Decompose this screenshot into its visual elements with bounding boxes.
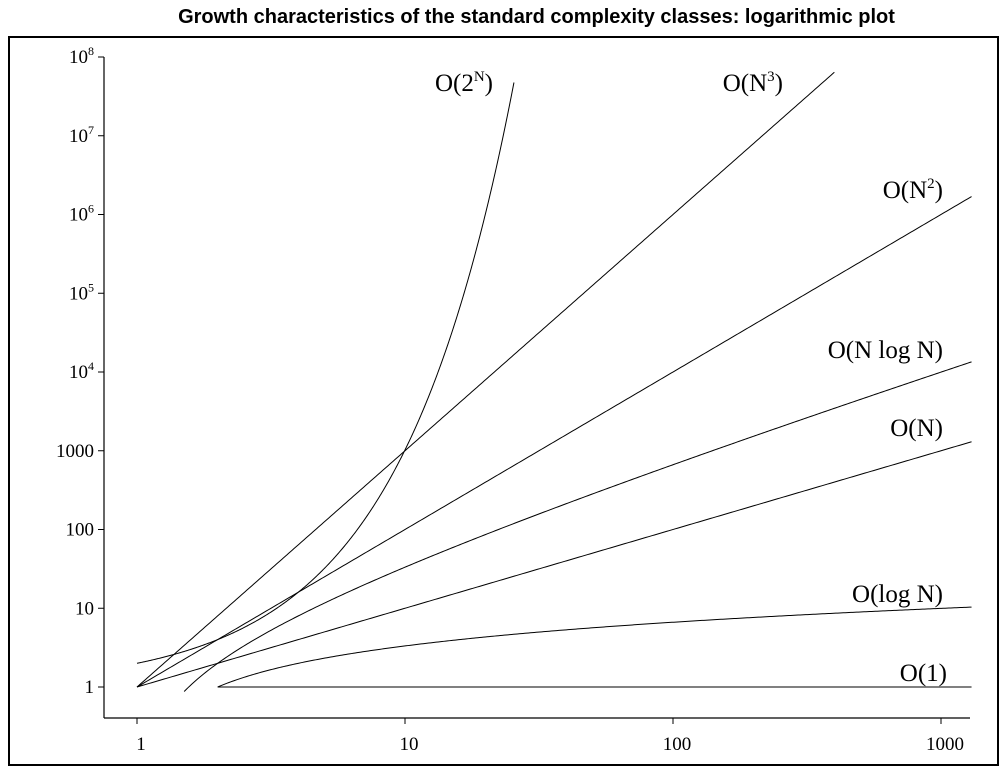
series-on2-label: O(N2) xyxy=(883,176,943,204)
series-o2n-line xyxy=(136,82,515,664)
axes: 1 10 100 1000 104 105 106 107 108 1 10 100 1000 xyxy=(56,44,970,755)
chart-title: Growth characteristics of the standard c… xyxy=(178,6,895,28)
x-tick-label: 1000 xyxy=(926,734,964,755)
y-tick-label: 104 xyxy=(69,359,94,383)
series-on3-line xyxy=(136,71,835,688)
y-tick-label: 105 xyxy=(69,280,94,304)
y-tick-label: 107 xyxy=(69,123,94,147)
x-tick-label: 1 xyxy=(136,734,146,755)
series-onlogn-line xyxy=(183,361,972,692)
x-tick-label: 10 xyxy=(400,734,419,755)
series-o1-label: O(1) xyxy=(900,660,947,687)
series-onlogn-label: O(N log N) xyxy=(828,337,943,364)
curve-labels: O(1) O(log N) O(N) O(N log N) O(N2) O(N3) O(2N… xyxy=(435,69,947,687)
series-on-line xyxy=(136,441,972,688)
series-on-label: O(N) xyxy=(890,415,943,442)
x-tick-label: 100 xyxy=(663,734,692,755)
y-tick-label: 1000 xyxy=(56,441,94,462)
series-on2-line xyxy=(136,196,972,688)
y-tick-label: 100 xyxy=(66,520,95,541)
series-ologn-line xyxy=(217,606,972,688)
y-tick-label: 10 xyxy=(75,598,94,619)
curves xyxy=(136,71,972,692)
series-on3-label: O(N3) xyxy=(723,69,783,97)
chart-frame xyxy=(8,36,999,766)
y-tick-label: 106 xyxy=(69,202,94,226)
series-ologn-label: O(log N) xyxy=(852,581,943,608)
y-tick-label: 108 xyxy=(69,44,94,68)
series-o2n-label: O(2N) xyxy=(435,69,493,97)
y-tick-label: 1 xyxy=(85,677,95,698)
